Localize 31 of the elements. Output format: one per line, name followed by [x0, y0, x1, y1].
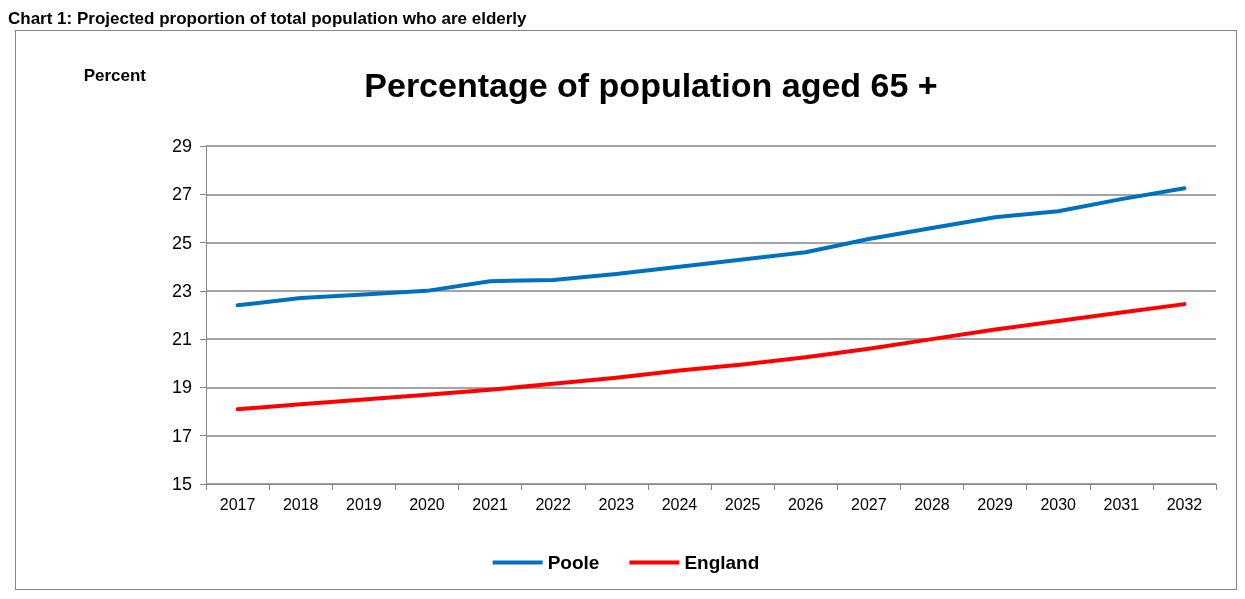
y-tick-label: 25	[171, 232, 192, 253]
chart-title: Percentage of population aged 65 +	[364, 66, 938, 104]
legend-label: England	[684, 552, 760, 573]
y-tick-label: 29	[171, 136, 192, 156]
y-tick-label: 27	[171, 184, 192, 205]
line-series	[235, 186, 1187, 308]
x-tick-label: 2018	[282, 495, 319, 513]
x-tick-label: 2024	[661, 495, 698, 513]
x-tick-label: 2021	[472, 495, 508, 513]
x-tick-label: 2022	[535, 495, 572, 513]
x-tick-label: 2017	[219, 495, 256, 513]
y-tick-label: 19	[171, 377, 192, 398]
line-series	[235, 302, 1187, 412]
x-tick-label: 2019	[346, 495, 382, 513]
y-tick-label: 23	[171, 280, 192, 301]
y-tick-label: 21	[171, 329, 192, 350]
y-tick-label: 17	[171, 425, 192, 446]
caption: Chart 1: Projected proportion of total population who are elderly	[8, 8, 528, 30]
x-tick-label: 2020	[409, 495, 445, 513]
legend-label: Poole	[547, 552, 600, 573]
y-tick-label: 15	[171, 474, 192, 494]
y-axis-title: Percent	[83, 66, 147, 85]
x-tick-label: 2025	[724, 495, 761, 513]
x-tick-label: 2028	[914, 495, 950, 513]
x-tick-label: 2027	[851, 495, 887, 513]
x-tick-label: 2031	[1103, 495, 1140, 513]
x-tick-label: 2029	[977, 495, 1013, 513]
x-tick-label: 2026	[787, 495, 824, 513]
x-tick-label: 2032	[1166, 495, 1203, 513]
x-tick-label: 2030	[1040, 495, 1077, 513]
x-tick-label: 2023	[598, 495, 635, 513]
